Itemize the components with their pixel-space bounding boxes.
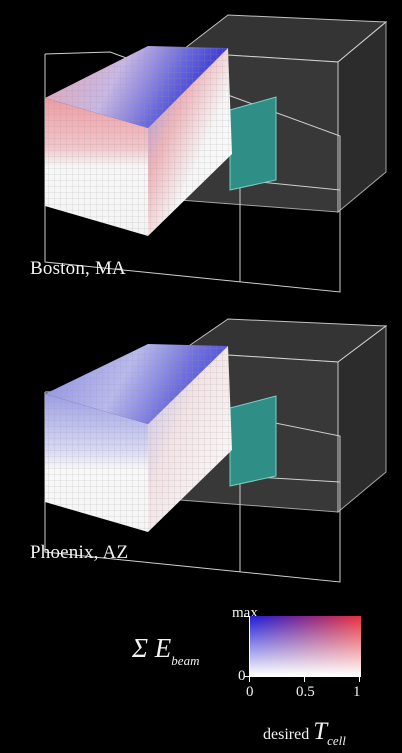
city-label-boston: Boston, MA — [30, 258, 126, 279]
legend-tick-x0 — [249, 677, 250, 682]
legend-x-tick-0: 0 — [246, 684, 254, 700]
boston-panel: Boston, MA — [0, 0, 402, 300]
legend-zero-label: 0 — [238, 668, 246, 684]
phoenix-3d-model — [44, 318, 388, 583]
legend-x-tick-1: 1 — [353, 684, 361, 700]
solar-cell-panel — [229, 96, 277, 191]
boston-3d-model — [44, 14, 388, 293]
legend-sum-subscript: beam — [171, 653, 200, 668]
color-legend: max 0 Σ Ebeam 0 0.5 1 desired Tcell — [0, 600, 402, 753]
legend-colormap — [249, 616, 361, 677]
legend-tick-x1 — [359, 677, 360, 682]
legend-sum-symbol: Σ E — [132, 633, 172, 663]
legend-tick-zero — [244, 676, 249, 677]
shell-side — [337, 325, 387, 514]
shell-side — [337, 20, 387, 214]
city-label-phoenix: Phoenix, AZ — [30, 542, 129, 563]
solar-cell-panel — [229, 395, 277, 487]
legend-tick-max — [244, 616, 249, 617]
legend-y-axis-label: Σ Ebeam — [132, 633, 199, 668]
legend-x-prefix: desired — [263, 726, 310, 743]
outer-box-outline — [44, 51, 341, 293]
legend-x-axis-label: desired Tcell — [263, 718, 346, 748]
legend-x-symbol: T — [313, 718, 328, 745]
phoenix-panel: Phoenix, AZ — [0, 300, 402, 600]
legend-x-subscript: cell — [327, 733, 346, 748]
legend-tick-x05 — [304, 677, 305, 682]
legend-x-tick-05: 0.5 — [296, 684, 315, 700]
